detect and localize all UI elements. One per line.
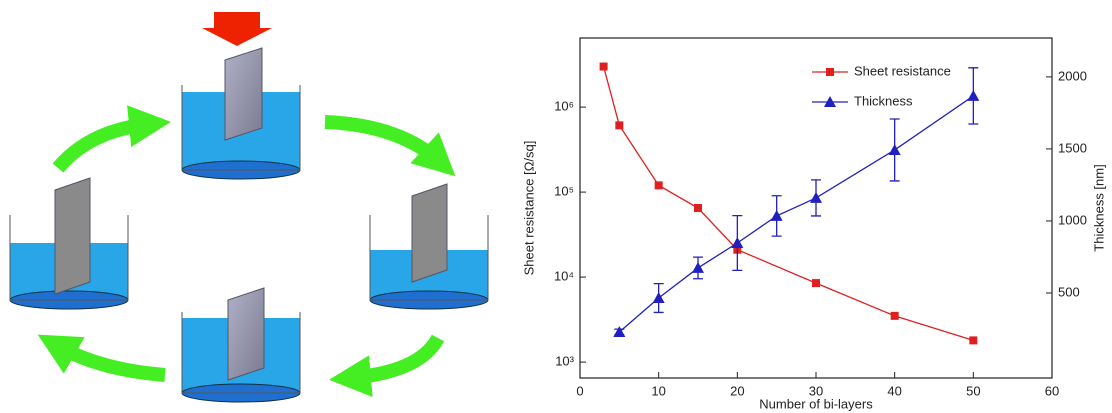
y2-tick-label: 500 [1058, 284, 1080, 299]
marker [694, 204, 702, 212]
x-tick-label: 20 [730, 383, 744, 398]
marker [889, 144, 901, 155]
red-arrow [202, 12, 272, 46]
figure: Number of bi-layers Sheet resistance [Ω/… [0, 0, 1112, 413]
marker [771, 210, 783, 221]
marker [891, 312, 899, 320]
legend-label: Sheet resistance [854, 63, 951, 78]
y2-tick-label: 1000 [1058, 212, 1087, 227]
x-tick-label: 50 [966, 383, 980, 398]
x-tick-label: 0 [576, 383, 583, 398]
y-tick-label: 10⁶ [554, 99, 574, 114]
y-tick-label: 10⁵ [554, 184, 574, 199]
marker [731, 237, 743, 248]
marker [655, 181, 663, 189]
beaker-right [370, 184, 488, 309]
diagram [10, 12, 488, 402]
marker [967, 90, 979, 101]
y2-tick-label: 1500 [1058, 140, 1087, 155]
marker [692, 262, 704, 273]
legend-label: Thickness [854, 93, 913, 108]
beaker-top [182, 48, 300, 179]
y2-axis-label: Thickness [nm] [1091, 164, 1106, 251]
x-tick-label: 30 [809, 383, 823, 398]
x-tick-label: 60 [1045, 383, 1059, 398]
beaker-bottom [182, 288, 300, 402]
x-tick-label: 10 [651, 383, 665, 398]
marker [653, 292, 665, 303]
marker [812, 279, 820, 287]
marker [810, 192, 822, 203]
series-line [619, 96, 973, 332]
y-tick-label: 10³ [555, 354, 574, 369]
marker [969, 336, 977, 344]
x-axis-label: Number of bi-layers [759, 396, 873, 411]
y-tick-label: 10⁴ [554, 269, 574, 284]
y-axis-label: Sheet resistance [Ω/sq] [521, 141, 536, 276]
marker [615, 121, 623, 129]
beaker-left [10, 178, 128, 309]
legend-marker [826, 68, 834, 76]
marker [600, 63, 608, 71]
x-tick-label: 40 [887, 383, 901, 398]
y2-tick-label: 2000 [1058, 68, 1087, 83]
